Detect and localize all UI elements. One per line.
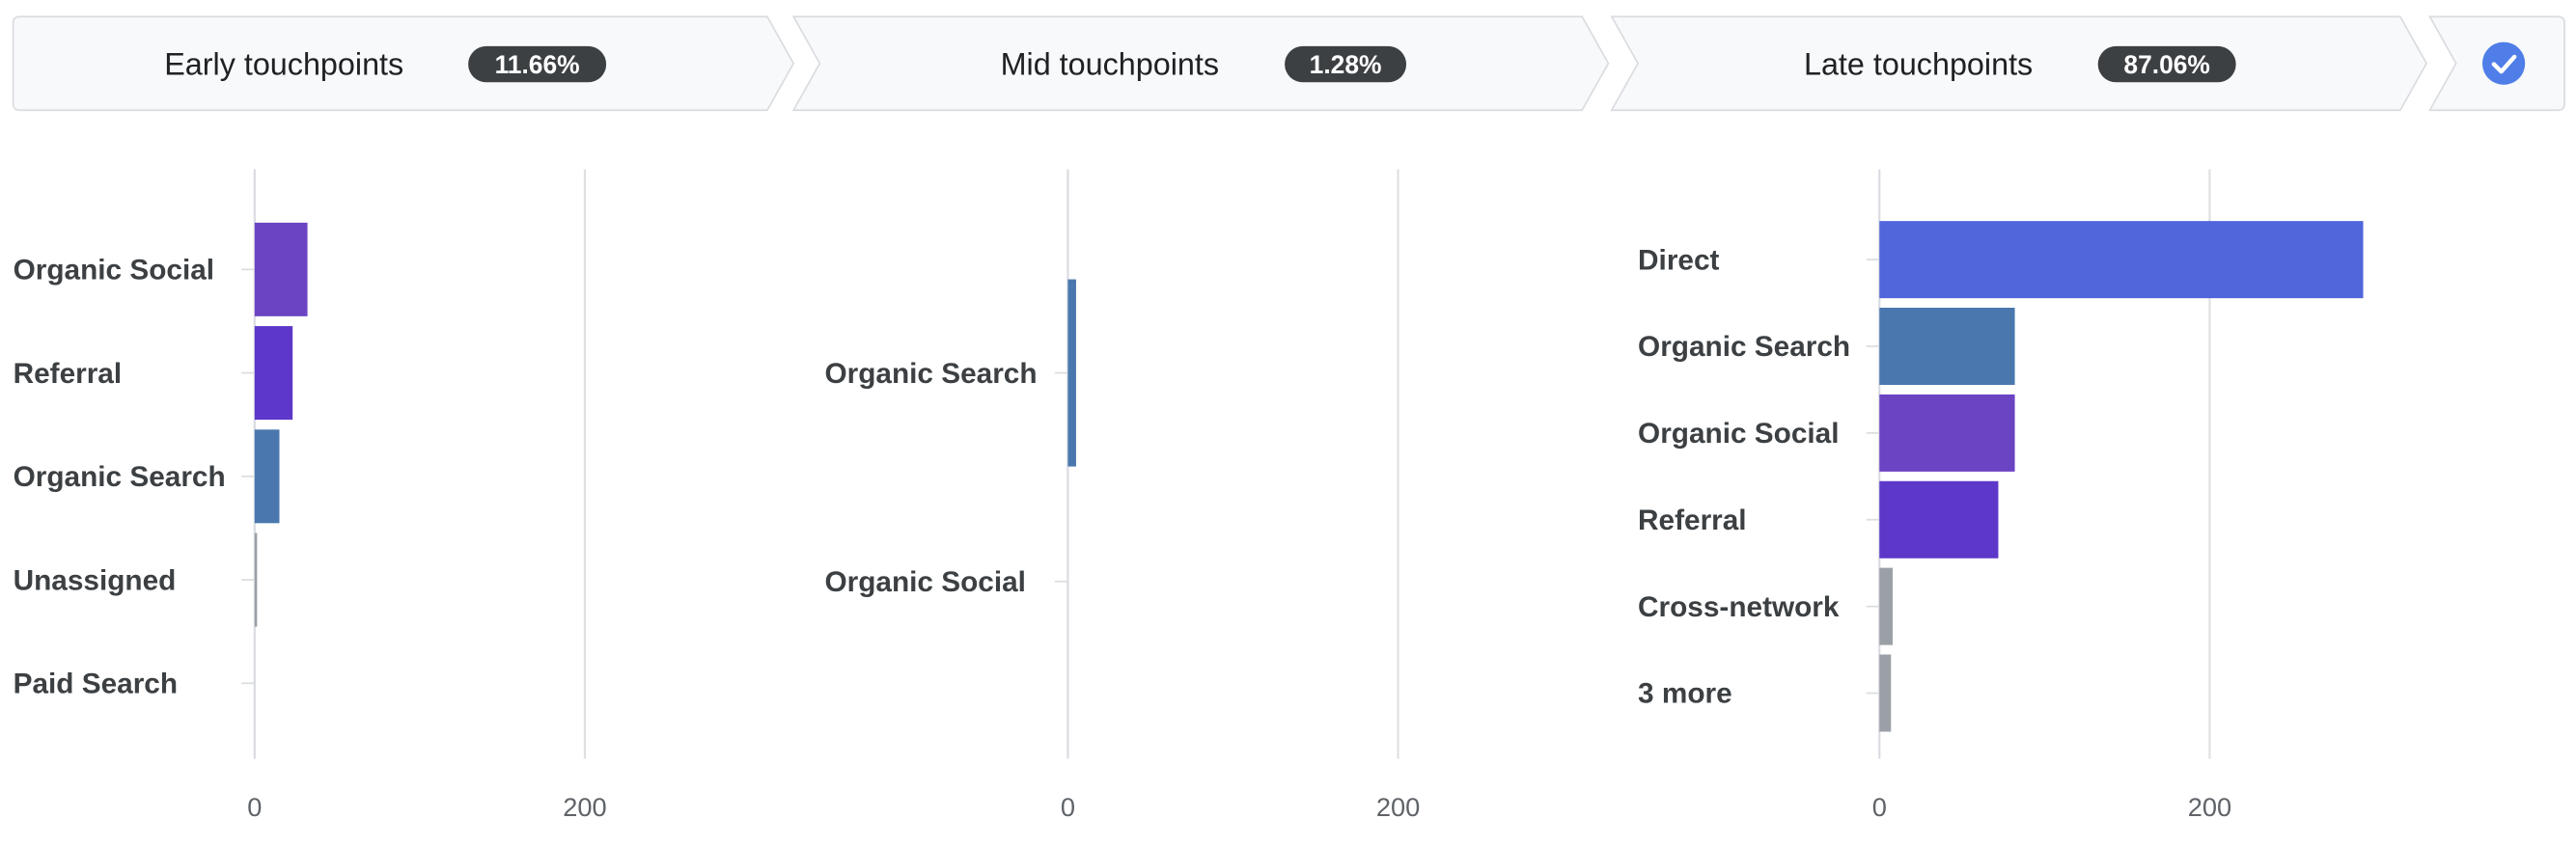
stage-title: Mid touchpoints <box>1001 47 1219 82</box>
bar[interactable] <box>1879 480 1999 559</box>
category-label: Paid Search <box>14 669 178 700</box>
stage-title: Early touchpoints <box>164 47 403 82</box>
bar[interactable] <box>1879 308 2015 386</box>
bar[interactable] <box>254 429 280 524</box>
bar[interactable] <box>1879 221 2364 299</box>
check-mark-icon <box>2491 54 2517 74</box>
category-label: Organic Social <box>1638 418 1839 450</box>
bar[interactable] <box>1067 279 1076 467</box>
x-tick-label: 200 <box>563 792 606 822</box>
bar-chart-2: 0 200 Organic Search Organic Social <box>824 169 1420 822</box>
category-label: Direct <box>1638 244 1719 276</box>
bar[interactable] <box>1879 654 1892 732</box>
category-label: Organic Search <box>1638 331 1850 363</box>
bar[interactable] <box>1879 394 2015 472</box>
bar-chart-1: 0 200 Organic Social Referral Organic Search… <box>14 169 607 822</box>
stage-chevron <box>12 15 795 112</box>
stage-late[interactable]: Late touchpoints 87.06% <box>1610 15 2428 112</box>
bar[interactable] <box>254 532 258 627</box>
stage-badge <box>2097 45 2236 83</box>
stage-badge <box>1285 45 1407 83</box>
x-tick-label: 200 <box>1376 792 1420 822</box>
stage-badge-text: 87.06% <box>2123 50 2209 79</box>
category-label: Organic Social <box>14 255 214 287</box>
bar[interactable] <box>254 222 308 316</box>
stage-chevron <box>791 15 1610 112</box>
category-label: Organic Search <box>14 461 226 493</box>
x-tick-label: 200 <box>2188 792 2231 822</box>
stage-complete[interactable] <box>2428 15 2565 112</box>
bar[interactable] <box>254 326 293 421</box>
category-label: Referral <box>14 358 123 390</box>
stage-chevron <box>1610 15 2428 112</box>
category-label: Unassigned <box>14 564 177 596</box>
x-tick-label: 0 <box>1872 792 1887 822</box>
category-label: 3 more <box>1638 678 1732 710</box>
stage-badge <box>468 45 607 83</box>
bar[interactable] <box>1879 567 1893 645</box>
category-label: Organic Search <box>824 358 1037 390</box>
stage-mid[interactable]: Mid touchpoints 1.28% <box>791 15 1610 112</box>
stage-early[interactable]: Early touchpoints 11.66% <box>12 15 795 112</box>
x-tick-label: 0 <box>247 792 262 822</box>
stage-badge-text: 1.28% <box>1310 50 1382 79</box>
category-label: Organic Social <box>824 566 1025 598</box>
check-circle-icon <box>2481 41 2526 85</box>
bar-chart-3: 0 200 Direct Organic Search Organic Social Re… <box>1638 169 2364 822</box>
stage-title: Late touchpoints <box>1804 47 2033 82</box>
category-label: Referral <box>1638 505 1747 536</box>
category-label: Cross-network <box>1638 591 1840 623</box>
x-tick-label: 0 <box>1061 792 1075 822</box>
stage-badge-text: 11.66% <box>495 50 580 79</box>
